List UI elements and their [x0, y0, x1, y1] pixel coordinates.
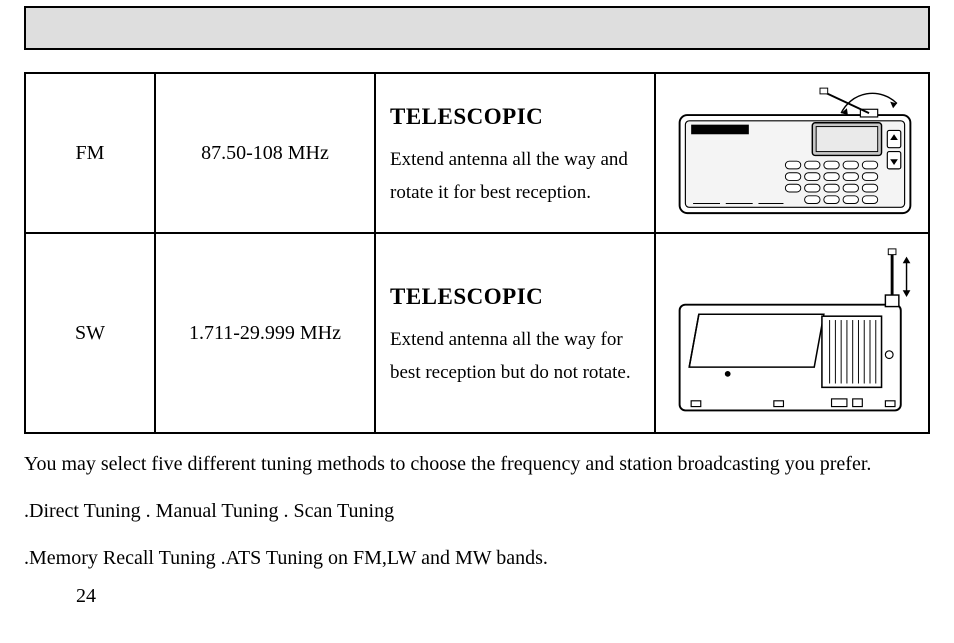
- antenna-desc: Extend antenna all the way and rotate it…: [390, 144, 640, 209]
- band-cell: FM: [25, 73, 155, 233]
- radio-front-icon: [670, 86, 920, 221]
- antenna-table: FM 87.50-108 MHz TELESCOPIC Extend anten…: [24, 72, 930, 434]
- body-line-3: .Memory Recall Tuning .ATS Tuning on FM,…: [24, 542, 930, 575]
- desc-cell: TELESCOPIC Extend antenna all the way fo…: [375, 233, 655, 433]
- band-cell: SW: [25, 233, 155, 433]
- header-bar: [24, 6, 930, 50]
- body-line-1: You may select five different tuning met…: [24, 448, 930, 481]
- illustration-cell: [655, 73, 929, 233]
- desc-cell: TELESCOPIC Extend antenna all the way an…: [375, 73, 655, 233]
- table-row: FM 87.50-108 MHz TELESCOPIC Extend anten…: [25, 73, 929, 233]
- body-line-2: .Direct Tuning . Manual Tuning . Scan Tu…: [24, 495, 930, 528]
- radio-back-icon: [670, 246, 920, 421]
- freq-cell: 87.50-108 MHz: [155, 73, 375, 233]
- illustration-cell: [655, 233, 929, 433]
- manual-page: FM 87.50-108 MHz TELESCOPIC Extend anten…: [0, 6, 954, 643]
- freq-cell: 1.711-29.999 MHz: [155, 233, 375, 433]
- antenna-desc: Extend antenna all the way for best rece…: [390, 324, 640, 389]
- page-number: 24: [76, 585, 930, 608]
- table-row: SW 1.711-29.999 MHz TELESCOPIC Extend an…: [25, 233, 929, 433]
- antenna-title: TELESCOPIC: [390, 97, 640, 136]
- antenna-title: TELESCOPIC: [390, 277, 640, 316]
